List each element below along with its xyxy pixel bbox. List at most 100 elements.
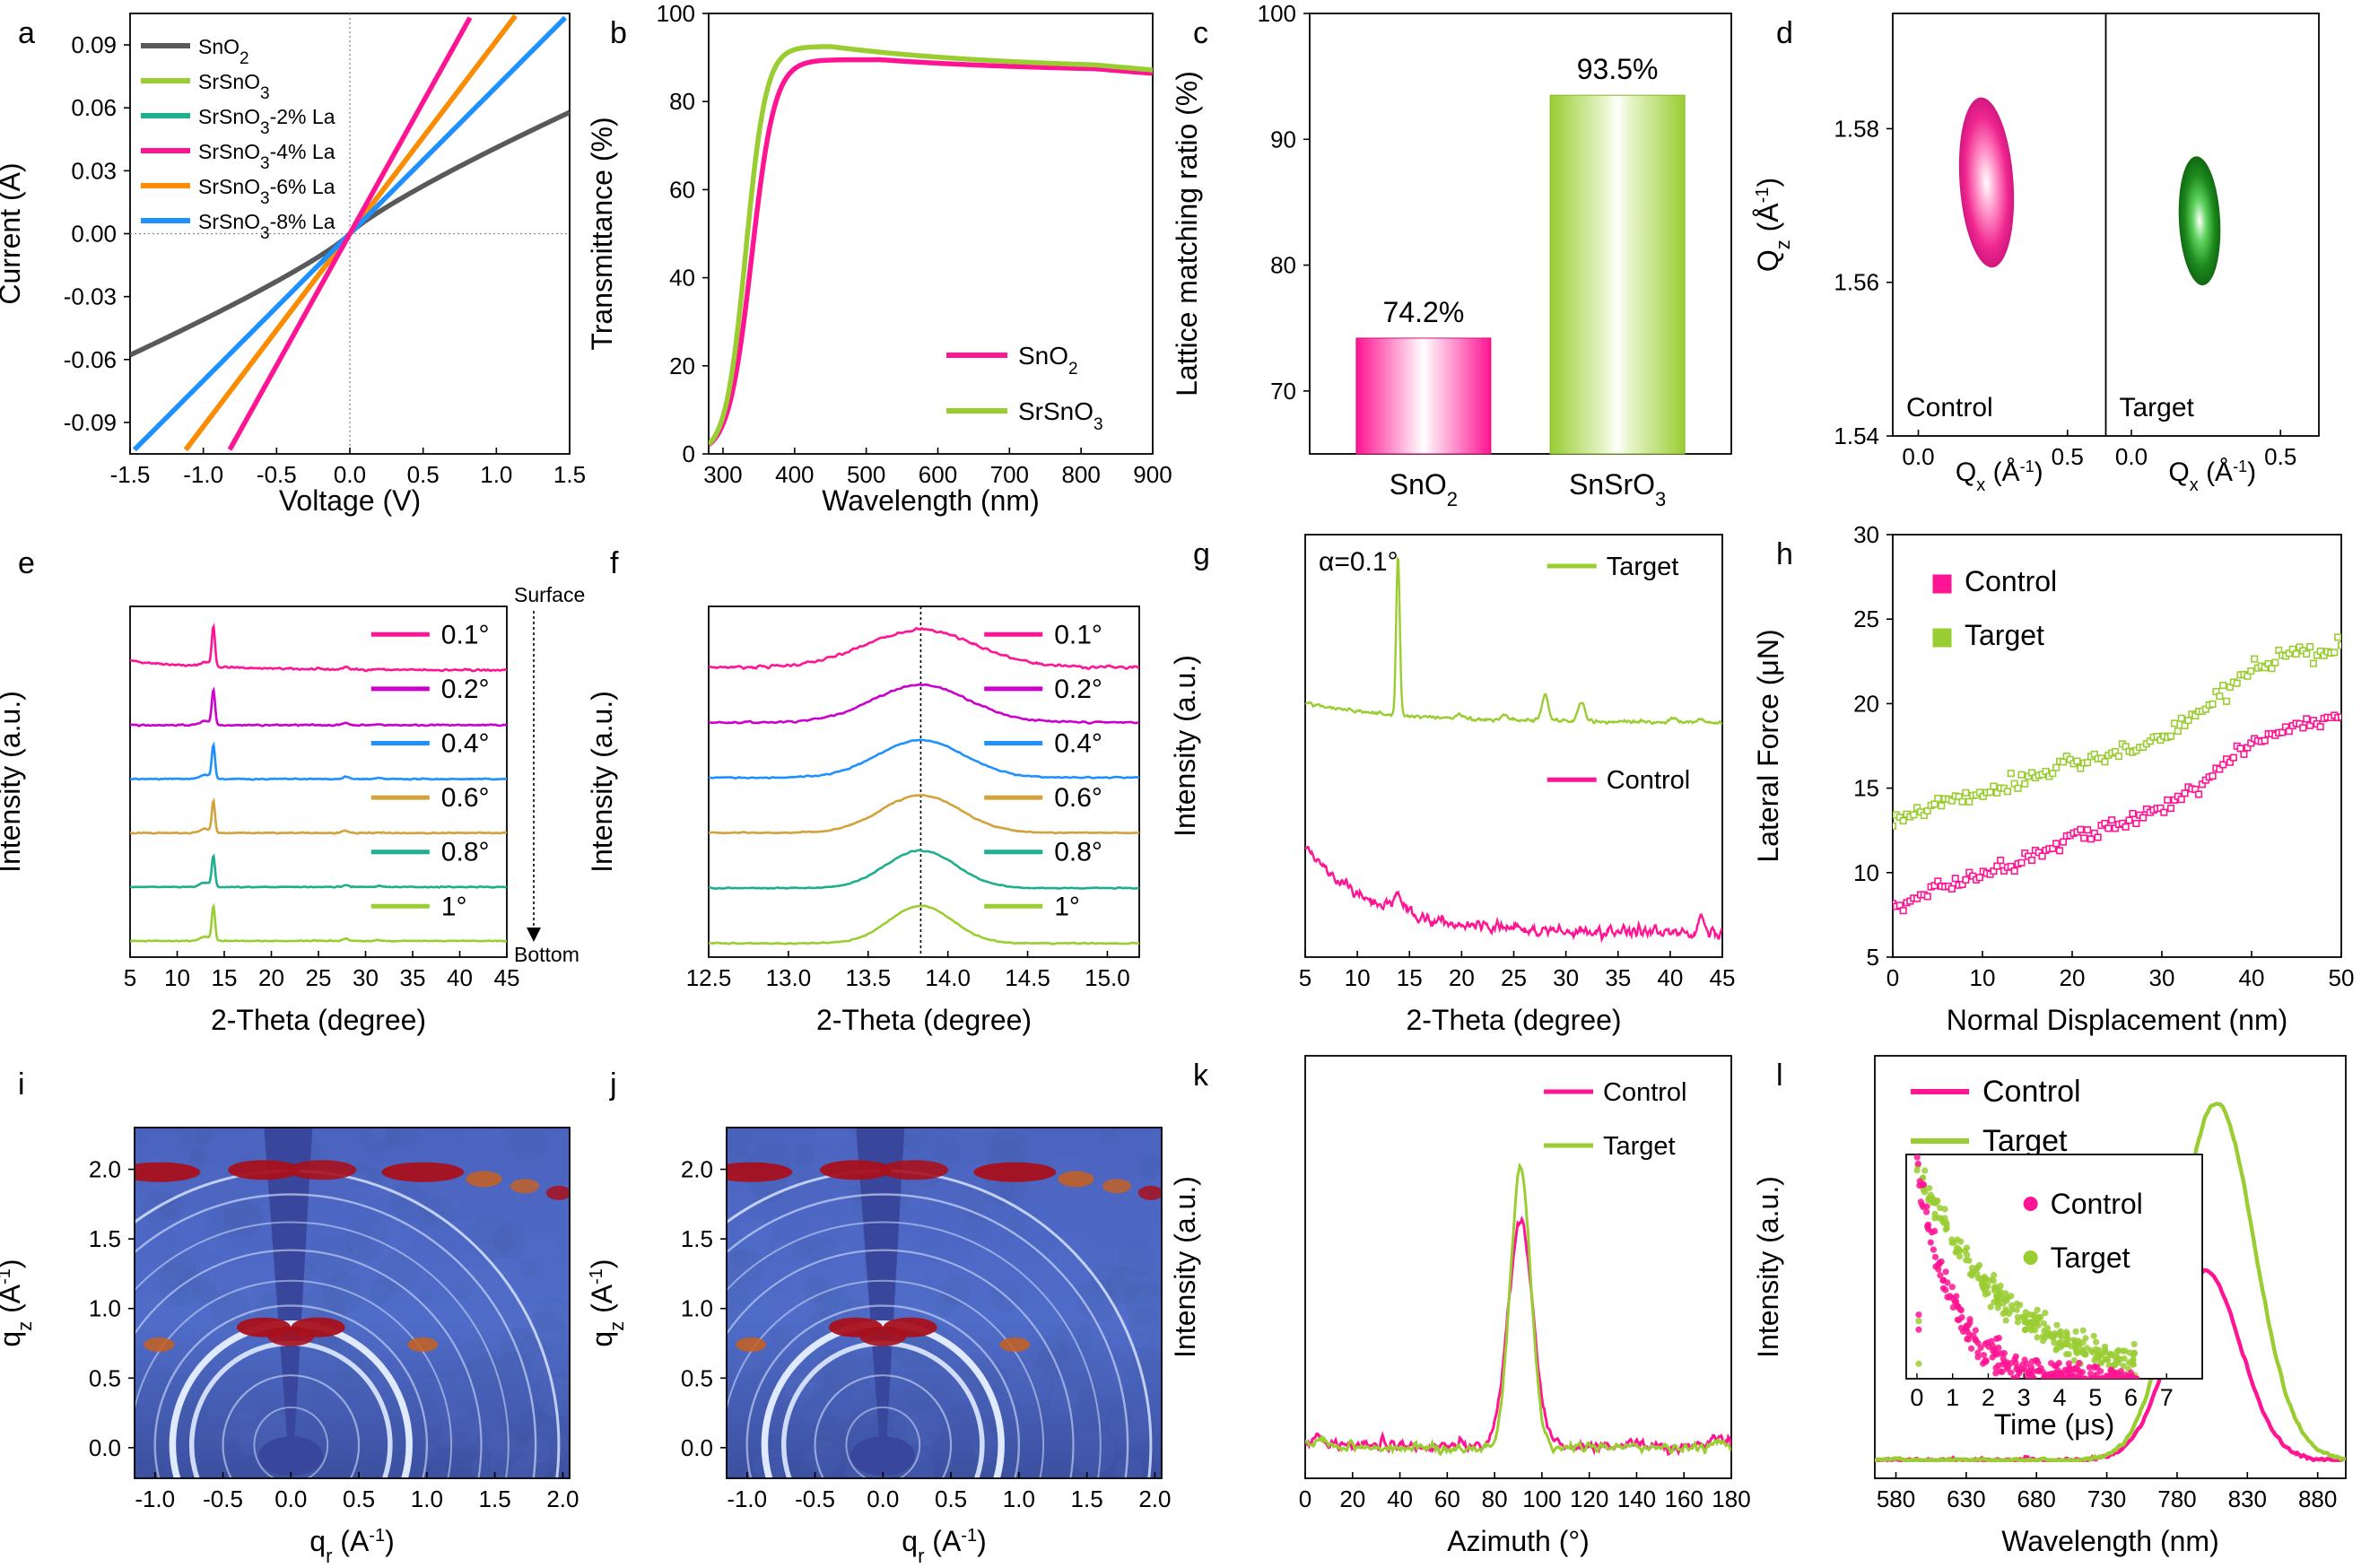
svg-text:0.5: 0.5	[89, 1364, 121, 1391]
svg-text:40: 40	[2239, 964, 2265, 991]
svg-text:4: 4	[2052, 1384, 2066, 1411]
svg-text:40: 40	[669, 265, 695, 292]
svg-text:120: 120	[1570, 1485, 1608, 1512]
svg-text:35: 35	[1605, 964, 1631, 991]
svg-text:2.0: 2.0	[681, 1156, 713, 1183]
svg-text:0.0: 0.0	[1902, 443, 1934, 470]
svg-text:0.2°: 0.2°	[441, 675, 490, 704]
svg-text:Control: Control	[1906, 393, 1993, 422]
svg-text:Wavelength (nm): Wavelength (nm)	[2001, 1525, 2218, 1557]
svg-text:5: 5	[124, 964, 136, 991]
svg-text:0.8°: 0.8°	[441, 838, 490, 867]
svg-text:Azimuth (°): Azimuth (°)	[1447, 1525, 1590, 1557]
svg-text:0.03: 0.03	[71, 157, 117, 184]
svg-text:-0.5: -0.5	[795, 1485, 835, 1512]
svg-text:90: 90	[1270, 126, 1296, 152]
svg-text:0.0: 0.0	[2115, 443, 2148, 470]
svg-text:140: 140	[1617, 1485, 1656, 1512]
svg-text:1°: 1°	[1054, 892, 1080, 921]
svg-text:1.5: 1.5	[89, 1225, 121, 1252]
svg-text:0.0: 0.0	[274, 1485, 307, 1512]
svg-text:f: f	[610, 546, 619, 580]
svg-text:c: c	[1193, 16, 1208, 50]
svg-text:d: d	[1776, 16, 1793, 50]
svg-text:Target: Target	[2120, 393, 2195, 422]
svg-text:0.5: 0.5	[681, 1364, 713, 1391]
svg-text:730: 730	[2087, 1485, 2126, 1512]
svg-text:Time (μs): Time (μs)	[1994, 1408, 2115, 1441]
svg-text:20: 20	[1449, 964, 1475, 991]
svg-text:1.58: 1.58	[1834, 115, 1879, 142]
svg-text:h: h	[1776, 537, 1793, 571]
svg-text:0.8°: 0.8°	[1054, 838, 1102, 867]
svg-text:20: 20	[669, 353, 695, 379]
svg-text:0.5: 0.5	[343, 1485, 375, 1512]
svg-text:1.5: 1.5	[479, 1485, 511, 1512]
svg-text:1.0: 1.0	[480, 461, 512, 488]
svg-text:10: 10	[1345, 964, 1371, 991]
svg-text:1.0: 1.0	[411, 1485, 443, 1512]
svg-text:60: 60	[669, 176, 695, 203]
svg-text:14.0: 14.0	[925, 964, 971, 991]
svg-text:-0.06: -0.06	[64, 346, 117, 373]
svg-text:1: 1	[1946, 1384, 1959, 1411]
svg-text:0.0: 0.0	[867, 1485, 899, 1512]
svg-text:0.5: 0.5	[935, 1485, 967, 1512]
svg-text:80: 80	[1270, 252, 1296, 279]
svg-text:Surface: Surface	[514, 583, 585, 606]
svg-text:680: 680	[2017, 1485, 2056, 1512]
svg-text:25: 25	[1853, 605, 1879, 632]
svg-text:Intensity (a.u.): Intensity (a.u.)	[0, 691, 26, 873]
svg-text:1.0: 1.0	[681, 1295, 713, 1322]
svg-text:-1.0: -1.0	[135, 1485, 175, 1512]
svg-text:1.5: 1.5	[553, 461, 586, 488]
svg-text:2-Theta (degree): 2-Theta (degree)	[816, 1004, 1032, 1036]
svg-text:15.0: 15.0	[1085, 964, 1130, 991]
svg-text:Current (A): Current (A)	[0, 162, 26, 304]
svg-text:20: 20	[1853, 690, 1879, 717]
svg-text:1.0: 1.0	[1003, 1485, 1035, 1512]
svg-text:Target: Target	[1965, 619, 2044, 651]
svg-text:2-Theta (degree): 2-Theta (degree)	[211, 1004, 426, 1036]
svg-text:5: 5	[1299, 964, 1311, 991]
svg-text:e: e	[18, 546, 35, 580]
svg-text:20: 20	[1339, 1485, 1365, 1512]
svg-text:0.1°: 0.1°	[1054, 620, 1102, 649]
svg-text:Control: Control	[1607, 766, 1691, 795]
svg-text:10: 10	[164, 964, 190, 991]
svg-text:g: g	[1193, 537, 1210, 571]
svg-text:0.6°: 0.6°	[1054, 783, 1102, 813]
svg-text:l: l	[1776, 1058, 1783, 1093]
svg-text:100: 100	[1522, 1485, 1561, 1512]
svg-text:800: 800	[1061, 461, 1100, 488]
svg-text:0: 0	[1886, 964, 1899, 991]
svg-text:900: 900	[1133, 461, 1172, 488]
svg-text:i: i	[18, 1067, 25, 1102]
svg-text:40: 40	[1387, 1485, 1413, 1512]
svg-text:10: 10	[1853, 859, 1879, 886]
svg-text:780: 780	[2157, 1485, 2196, 1512]
svg-text:20: 20	[258, 964, 284, 991]
svg-text:0.1°: 0.1°	[441, 620, 490, 649]
svg-text:30: 30	[353, 964, 379, 991]
svg-text:b: b	[610, 16, 627, 50]
svg-text:-0.09: -0.09	[64, 409, 117, 436]
svg-text:-1.0: -1.0	[183, 461, 223, 488]
svg-text:60: 60	[1434, 1485, 1460, 1512]
svg-text:1.56: 1.56	[1834, 269, 1879, 296]
svg-text:0.0: 0.0	[89, 1434, 121, 1461]
svg-text:Normal Displacement (nm): Normal Displacement (nm)	[1947, 1004, 2288, 1036]
svg-text:7: 7	[2160, 1384, 2174, 1411]
svg-text:45: 45	[1710, 964, 1736, 991]
svg-text:400: 400	[775, 461, 814, 488]
svg-text:30: 30	[1853, 521, 1879, 548]
svg-text:a: a	[18, 16, 35, 50]
svg-text:0.5: 0.5	[2052, 443, 2084, 470]
svg-text:300: 300	[703, 461, 742, 488]
svg-text:74.2%: 74.2%	[1383, 296, 1465, 328]
svg-text:580: 580	[1877, 1485, 1915, 1512]
svg-text:2: 2	[1982, 1384, 1995, 1411]
svg-text:80: 80	[669, 88, 695, 115]
svg-text:0.2°: 0.2°	[1054, 675, 1102, 704]
svg-text:0.06: 0.06	[71, 94, 117, 121]
